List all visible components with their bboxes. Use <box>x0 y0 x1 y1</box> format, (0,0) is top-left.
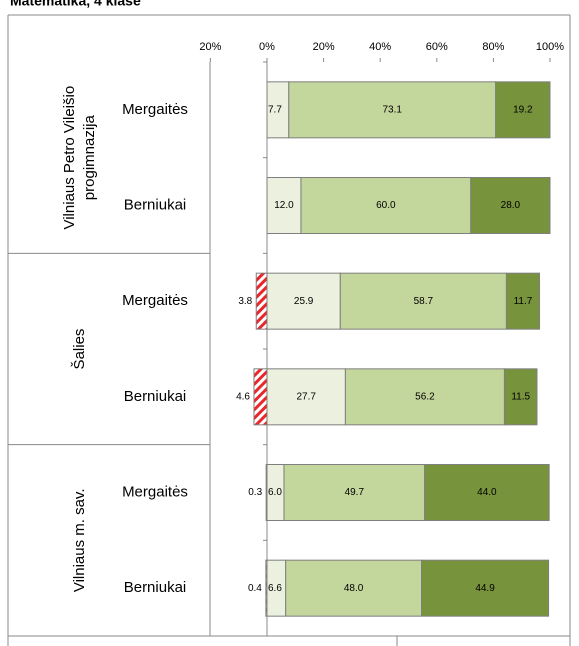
data-label: 6.6 <box>268 583 282 594</box>
bar-segment <box>283 464 426 521</box>
category-label: Berniukai <box>124 388 187 405</box>
x-tick-label: 20% <box>199 41 221 53</box>
data-label: 0.3 <box>248 487 262 498</box>
data-label: 0.4 <box>248 583 262 594</box>
bar-segment <box>503 368 538 426</box>
x-tick-label: 80% <box>482 41 504 53</box>
data-label: 11.5 <box>511 391 530 402</box>
data-label: 44.9 <box>475 583 495 594</box>
bar-segment <box>421 559 550 617</box>
bar-segment <box>505 272 541 330</box>
data-label: 48.0 <box>344 583 364 594</box>
data-label: 73.1 <box>382 104 402 115</box>
data-label: 27.7 <box>296 391 316 402</box>
group-label: Vilniaus Petro Vileišio <box>61 86 78 230</box>
data-label: 12.0 <box>274 200 294 211</box>
category-label: Mergaitės <box>122 483 188 500</box>
bar-segment <box>255 272 268 330</box>
data-label: 49.7 <box>345 487 365 498</box>
bar-segment <box>266 272 341 330</box>
data-label: 60.0 <box>376 200 396 211</box>
bar-segment <box>285 559 423 617</box>
group-label: progimnazija <box>81 114 98 200</box>
x-tick-label: 100% <box>536 41 564 53</box>
category-label: Mergaitės <box>122 101 188 118</box>
data-label: 4.6 <box>236 391 250 402</box>
chart-title: Matematika, 4 klasė <box>10 0 141 9</box>
data-label: 11.7 <box>514 296 533 307</box>
data-label: 58.7 <box>414 296 434 307</box>
bar-segment <box>344 368 505 426</box>
x-tick-label: 20% <box>313 41 335 53</box>
bar-segment <box>253 368 268 426</box>
bar-segment <box>266 177 302 234</box>
bar-segment <box>470 177 551 234</box>
bar-segment <box>300 177 472 234</box>
x-tick-label: 60% <box>426 41 448 53</box>
category-label: Berniukai <box>124 579 187 596</box>
category-label: Berniukai <box>124 196 187 213</box>
bar-segment <box>424 464 550 521</box>
x-tick-label: 0% <box>259 41 275 53</box>
data-label: 19.2 <box>513 104 533 115</box>
data-label: 25.9 <box>294 296 314 307</box>
data-label: 6.0 <box>268 487 282 498</box>
data-label: 44.0 <box>477 487 497 498</box>
data-label: 28.0 <box>501 200 521 211</box>
bar-segment <box>495 81 551 139</box>
data-label: 7.7 <box>268 104 282 115</box>
x-tick-label: 40% <box>369 41 391 53</box>
group-label: Vilniaus m. sav. <box>71 489 88 593</box>
data-label: 3.8 <box>238 296 252 307</box>
category-label: Mergaitės <box>122 292 188 309</box>
bar-segment <box>339 272 507 330</box>
group-label: Šalies <box>71 329 88 370</box>
bar-segment <box>288 81 497 139</box>
data-label: 56.2 <box>415 391 435 402</box>
